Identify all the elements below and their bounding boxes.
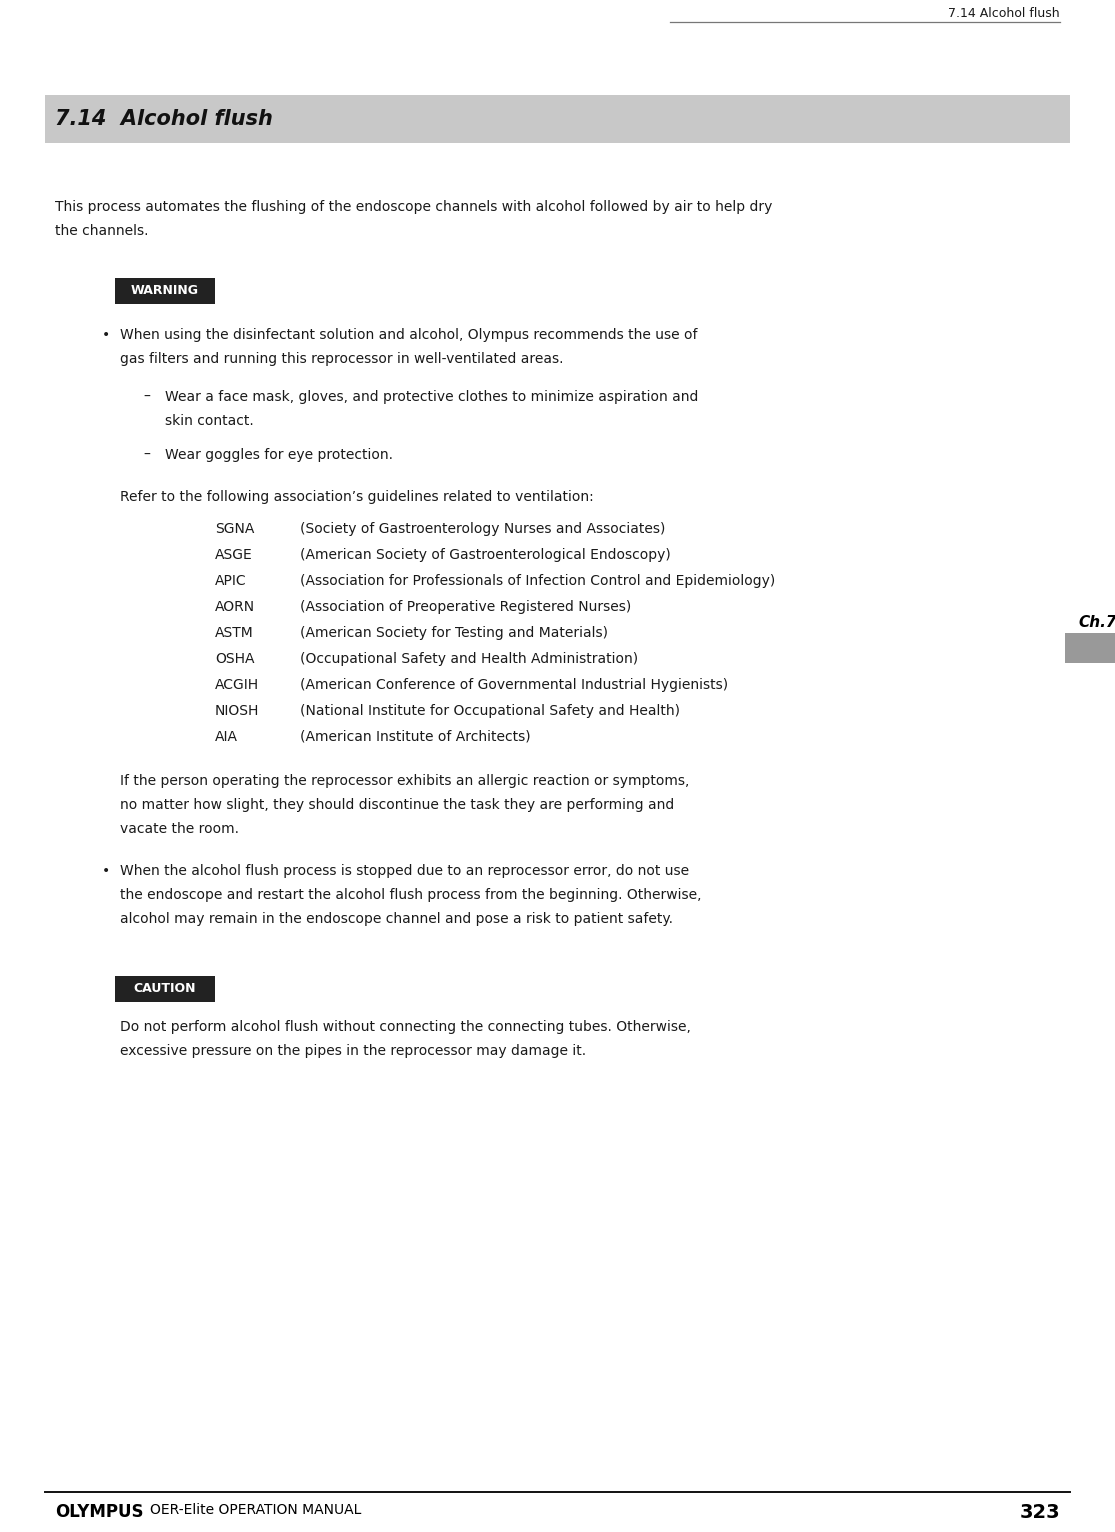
Text: OSHA: OSHA	[215, 653, 254, 666]
Text: (National Institute for Occupational Safety and Health): (National Institute for Occupational Saf…	[300, 705, 680, 719]
Text: ASGE: ASGE	[215, 548, 253, 562]
Text: alcohol may remain in the endoscope channel and pose a risk to patient safety.: alcohol may remain in the endoscope chan…	[120, 912, 673, 925]
Text: Wear a face mask, gloves, and protective clothes to minimize aspiration and: Wear a face mask, gloves, and protective…	[165, 391, 698, 404]
Text: This process automates the flushing of the endoscope channels with alcohol follo: This process automates the flushing of t…	[55, 201, 773, 214]
Text: (American Institute of Architects): (American Institute of Architects)	[300, 731, 531, 745]
Text: (Society of Gastroenterology Nurses and Associates): (Society of Gastroenterology Nurses and …	[300, 522, 666, 536]
Text: ASTM: ASTM	[215, 627, 254, 640]
Text: APIC: APIC	[215, 574, 246, 588]
Text: WARNING: WARNING	[130, 285, 198, 297]
Text: the channels.: the channels.	[55, 224, 148, 237]
Text: When using the disinfectant solution and alcohol, Olympus recommends the use of: When using the disinfectant solution and…	[120, 328, 698, 342]
Text: vacate the room.: vacate the room.	[120, 823, 239, 836]
Text: ACGIH: ACGIH	[215, 679, 259, 692]
Text: OER-Elite OPERATION MANUAL: OER-Elite OPERATION MANUAL	[151, 1503, 361, 1517]
FancyBboxPatch shape	[1065, 633, 1115, 663]
Text: (Occupational Safety and Health Administration): (Occupational Safety and Health Administ…	[300, 653, 638, 666]
Text: –: –	[143, 391, 149, 404]
Text: When the alcohol flush process is stopped due to an reprocessor error, do not us: When the alcohol flush process is stoppe…	[120, 864, 689, 878]
Text: •: •	[101, 328, 110, 342]
Text: the endoscope and restart the alcohol flush process from the beginning. Otherwis: the endoscope and restart the alcohol fl…	[120, 889, 701, 902]
Text: 7.14  Alcohol flush: 7.14 Alcohol flush	[55, 109, 273, 129]
Text: skin contact.: skin contact.	[165, 414, 254, 427]
Text: OLYMPUS: OLYMPUS	[55, 1503, 144, 1521]
Text: •: •	[101, 864, 110, 878]
Text: (Association for Professionals of Infection Control and Epidemiology): (Association for Professionals of Infect…	[300, 574, 775, 588]
Text: Refer to the following association’s guidelines related to ventilation:: Refer to the following association’s gui…	[120, 490, 594, 504]
Text: If the person operating the reprocessor exhibits an allergic reaction or symptom: If the person operating the reprocessor …	[120, 774, 689, 787]
Text: Wear goggles for eye protection.: Wear goggles for eye protection.	[165, 447, 392, 463]
Text: no matter how slight, they should discontinue the task they are performing and: no matter how slight, they should discon…	[120, 798, 675, 812]
Text: 7.14 Alcohol flush: 7.14 Alcohol flush	[949, 8, 1060, 20]
Text: (Association of Preoperative Registered Nurses): (Association of Preoperative Registered …	[300, 601, 631, 614]
Text: 323: 323	[1019, 1503, 1060, 1521]
FancyBboxPatch shape	[115, 277, 215, 303]
Text: –: –	[143, 447, 149, 463]
Text: CAUTION: CAUTION	[134, 982, 196, 996]
Text: (American Society of Gastroenterological Endoscopy): (American Society of Gastroenterological…	[300, 548, 671, 562]
Text: AORN: AORN	[215, 601, 255, 614]
Text: NIOSH: NIOSH	[215, 705, 260, 719]
Text: (American Conference of Governmental Industrial Hygienists): (American Conference of Governmental Ind…	[300, 679, 728, 692]
Text: (American Society for Testing and Materials): (American Society for Testing and Materi…	[300, 627, 608, 640]
Text: AIA: AIA	[215, 731, 237, 745]
Text: Do not perform alcohol flush without connecting the connecting tubes. Otherwise,: Do not perform alcohol flush without con…	[120, 1020, 691, 1034]
FancyBboxPatch shape	[1065, 604, 1115, 663]
Text: SGNA: SGNA	[215, 522, 254, 536]
FancyBboxPatch shape	[45, 95, 1070, 142]
Text: excessive pressure on the pipes in the reprocessor may damage it.: excessive pressure on the pipes in the r…	[120, 1043, 586, 1059]
Text: gas filters and running this reprocessor in well-ventilated areas.: gas filters and running this reprocessor…	[120, 352, 563, 366]
Text: Ch.7: Ch.7	[1078, 614, 1115, 630]
FancyBboxPatch shape	[115, 976, 215, 1002]
